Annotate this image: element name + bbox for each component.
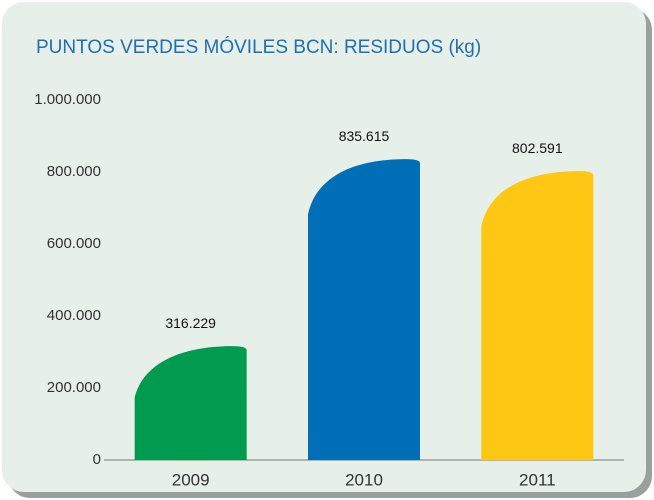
x-tick-label: 2011 — [519, 470, 556, 489]
y-tick-label: 600.000 — [47, 235, 101, 252]
bar — [481, 171, 594, 460]
value-label: 835.615 — [339, 128, 390, 144]
y-tick-label: 800.000 — [47, 163, 101, 180]
x-tick-label: 2009 — [172, 470, 210, 489]
bar — [308, 159, 420, 461]
y-tick-label: 0 — [93, 451, 101, 468]
x-tick-label: 2010 — [345, 470, 383, 489]
bar — [134, 346, 247, 460]
chart-title: PUNTOS VERDES MÓVILES BCN: RESIDUOS (kg) — [36, 36, 481, 58]
value-label: 316.229 — [165, 315, 216, 331]
y-tick-label: 400.000 — [47, 307, 101, 324]
y-tick-label: 200.000 — [47, 379, 101, 396]
value-label: 802.591 — [512, 140, 563, 156]
y-tick-label: 1.000.000 — [34, 91, 101, 108]
